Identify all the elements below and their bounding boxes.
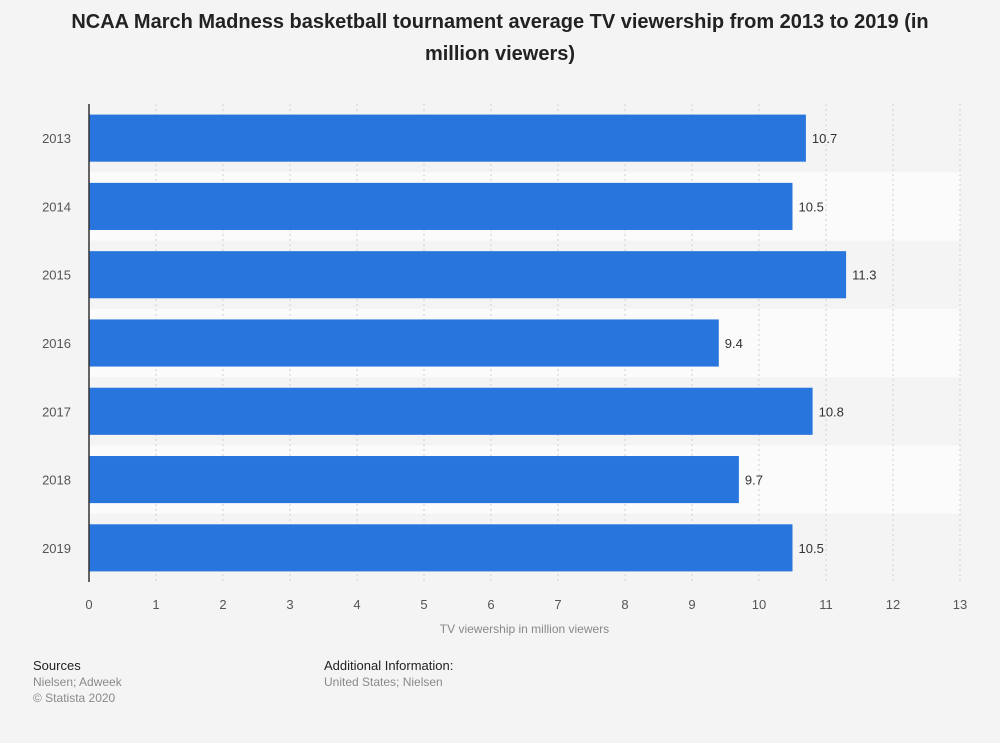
copyright-text: © Statista 2020 [33,691,116,705]
y-category-label-2015: 2015 [42,268,71,283]
value-label-2013: 10.7 [812,131,837,146]
value-label-2015: 11.3 [852,268,876,283]
x-tick-label: 7 [554,597,561,612]
x-axis-tick-labels: 0 1 2 3 4 5 6 7 8 9 10 11 12 13 [85,597,967,612]
sources-block: Sources Nielsen; Adweek © Statista 2020 [33,658,122,706]
sources-text: Nielsen; Adweek [33,675,122,689]
additional-info-text: United States; Nielsen [324,675,443,689]
chart-title: NCAA March Madness basketball tournament… [71,11,929,65]
x-tick-label: 10 [752,597,766,612]
additional-info-block: Additional Information: United States; N… [324,658,453,690]
x-tick-label: 0 [85,597,92,612]
y-axis-labels: 2013 2014 2015 2016 2017 2018 2019 [42,131,71,556]
bar-2014 [89,182,793,230]
x-tick-label: 13 [953,597,967,612]
value-label-2014: 10.5 [799,199,824,214]
x-tick-label: 3 [286,597,293,612]
additional-info-heading: Additional Information: [324,658,454,673]
x-tick-label: 9 [688,597,695,612]
bars [89,114,847,572]
y-category-label-2014: 2014 [42,199,71,214]
x-tick-label: 4 [353,597,360,612]
sources-heading: Sources [33,658,81,673]
y-category-label-2016: 2016 [42,336,71,351]
x-tick-label: 11 [819,597,833,612]
value-label-2018: 9.7 [745,473,763,488]
bar-2018 [89,456,739,504]
bar-2019 [89,524,793,572]
y-category-label-2017: 2017 [42,404,71,419]
value-label-2017: 10.8 [819,404,844,419]
bar-2017 [89,387,813,435]
x-tick-label: 8 [621,597,628,612]
y-category-label-2018: 2018 [42,473,71,488]
x-tick-label: 12 [886,597,900,612]
value-label-2019: 10.5 [799,541,824,556]
y-category-label-2013: 2013 [42,131,71,146]
bar-2013 [89,114,806,162]
bar-2016 [89,319,719,367]
x-tick-label: 1 [152,597,159,612]
x-tick-label: 5 [420,597,427,612]
value-label-2016: 9.4 [725,336,743,351]
x-tick-label: 6 [487,597,494,612]
y-category-label-2019: 2019 [42,541,71,556]
bar-2015 [89,251,847,299]
value-labels: 10.7 10.5 11.3 9.4 10.8 9.7 10.5 [725,131,877,556]
x-tick-label: 2 [219,597,226,612]
x-axis-title: TV viewership in million viewers [440,622,609,636]
